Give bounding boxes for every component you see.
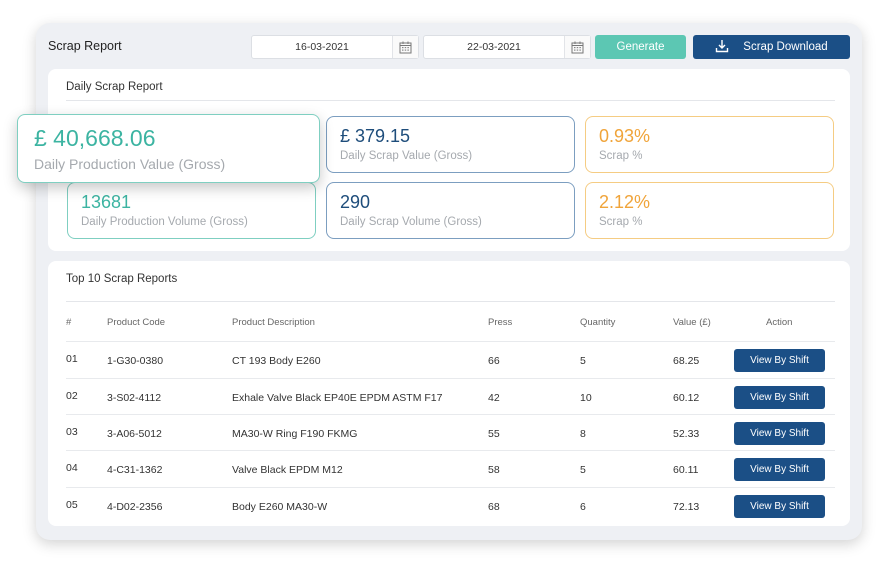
product-code: 3-A06-5012 xyxy=(107,428,162,440)
product-code: 3-S02-4112 xyxy=(107,392,162,404)
daily-scrap-value-card: £ 379.15 Daily Scrap Value (Gross) xyxy=(326,116,575,173)
row-number: 01 xyxy=(66,353,78,365)
row-number: 04 xyxy=(66,462,78,474)
product-description: Valve Black EPDM M12 xyxy=(232,464,343,476)
column-header: Action xyxy=(766,317,793,328)
column-header: # xyxy=(66,317,72,328)
column-header: Value (£) xyxy=(673,317,711,328)
daily-scrap-title: Daily Scrap Report xyxy=(66,81,163,93)
product-description: Body E260 MA30-W xyxy=(232,501,328,513)
scrap-report-window: Scrap Report 16-03-2021 22-03-2021 Gener… xyxy=(36,23,862,540)
quantity: 8 xyxy=(580,428,586,440)
card-value: 0.93% xyxy=(599,126,651,146)
table-row: 02 3-S02-4112 Exhale Valve Black EP40E E… xyxy=(66,378,835,415)
quantity: 6 xyxy=(580,501,586,513)
scrap-percent-card: 2.12% Scrap % xyxy=(585,182,834,239)
row-number: 02 xyxy=(66,390,78,402)
card-value: 290 xyxy=(340,192,371,212)
product-description: Exhale Valve Black EP40E EPDM ASTM F17 xyxy=(232,392,443,404)
scrap-download-button[interactable]: Scrap Download xyxy=(693,35,850,59)
product-description: MA30-W Ring F190 FKMG xyxy=(232,428,358,440)
product-code: 4-D02-2356 xyxy=(107,501,163,513)
press: 58 xyxy=(488,464,500,476)
card-value: 13681 xyxy=(81,192,132,212)
column-header: Product Code xyxy=(107,317,166,328)
card-value: £ 40,668.06 xyxy=(34,125,156,151)
card-label: Daily Production Value (Gross) xyxy=(34,156,226,172)
scrap-percent-card: 0.93% Scrap % xyxy=(585,116,834,173)
press: 66 xyxy=(488,355,500,367)
download-icon xyxy=(715,39,729,56)
quantity: 5 xyxy=(580,464,586,476)
card-label: Daily Production Volume (Gross) xyxy=(81,216,248,228)
card-label: Daily Scrap Value (Gross) xyxy=(340,150,473,162)
date-from-value: 16-03-2021 xyxy=(295,41,349,53)
daily-production-value-card: £ 40,668.06 Daily Production Value (Gros… xyxy=(17,114,320,183)
divider xyxy=(66,301,835,302)
date-to-value: 22-03-2021 xyxy=(467,41,521,53)
quantity: 10 xyxy=(580,392,592,404)
page-title: Scrap Report xyxy=(48,39,122,53)
table-row: 05 4-D02-2356 Body E260 MA30-W 68 6 72.1… xyxy=(66,487,835,524)
view-by-shift-button[interactable]: View By Shift xyxy=(734,458,825,481)
card-value: 2.12% xyxy=(599,192,651,212)
card-label: Scrap % xyxy=(599,216,643,228)
product-description: CT 193 Body E260 xyxy=(232,355,321,367)
value: 52.33 xyxy=(673,428,700,440)
top-scrap-panel: Top 10 Scrap Reports # Product Code Prod… xyxy=(48,261,850,526)
card-value: £ 379.15 xyxy=(340,126,411,146)
press: 42 xyxy=(488,392,500,404)
card-label: Scrap % xyxy=(599,150,643,162)
press: 68 xyxy=(488,501,500,513)
divider xyxy=(66,100,835,101)
top-scrap-title: Top 10 Scrap Reports xyxy=(66,273,178,285)
date-from-input[interactable]: 16-03-2021 xyxy=(251,35,419,59)
table-row: 01 1-G30-0380 CT 193 Body E260 66 5 68.2… xyxy=(66,341,835,378)
product-code: 4-C31-1362 xyxy=(107,464,163,476)
view-by-shift-button[interactable]: View By Shift xyxy=(734,349,825,372)
value: 60.12 xyxy=(673,392,700,404)
daily-production-volume-card: 13681 Daily Production Volume (Gross) xyxy=(67,182,316,239)
row-number: 05 xyxy=(66,499,78,511)
view-by-shift-button[interactable]: View By Shift xyxy=(734,495,825,518)
value: 68.25 xyxy=(673,355,700,367)
date-to-input[interactable]: 22-03-2021 xyxy=(423,35,591,59)
calendar-icon[interactable] xyxy=(392,36,418,58)
view-by-shift-button[interactable]: View By Shift xyxy=(734,386,825,409)
value: 60.11 xyxy=(673,464,699,476)
daily-scrap-volume-card: 290 Daily Scrap Volume (Gross) xyxy=(326,182,575,239)
column-header: Press xyxy=(488,317,513,328)
quantity: 5 xyxy=(580,355,586,367)
row-number: 03 xyxy=(66,426,78,438)
column-header: Quantity xyxy=(580,317,616,328)
daily-scrap-panel: Daily Scrap Report £ 379.15 Daily Scrap … xyxy=(48,69,850,251)
press: 55 xyxy=(488,428,500,440)
value: 72.13 xyxy=(673,501,700,513)
generate-button[interactable]: Generate xyxy=(595,35,686,59)
card-label: Daily Scrap Volume (Gross) xyxy=(340,216,482,228)
product-code: 1-G30-0380 xyxy=(107,355,164,367)
view-by-shift-button[interactable]: View By Shift xyxy=(734,422,825,445)
table-row: 04 4-C31-1362 Valve Black EPDM M12 58 5 … xyxy=(66,450,835,487)
table-row: 03 3-A06-5012 MA30-W Ring F190 FKMG 55 8… xyxy=(66,414,835,451)
scrap-download-label: Scrap Download xyxy=(743,41,828,53)
calendar-icon[interactable] xyxy=(564,36,590,58)
column-header: Product Description xyxy=(232,317,315,328)
